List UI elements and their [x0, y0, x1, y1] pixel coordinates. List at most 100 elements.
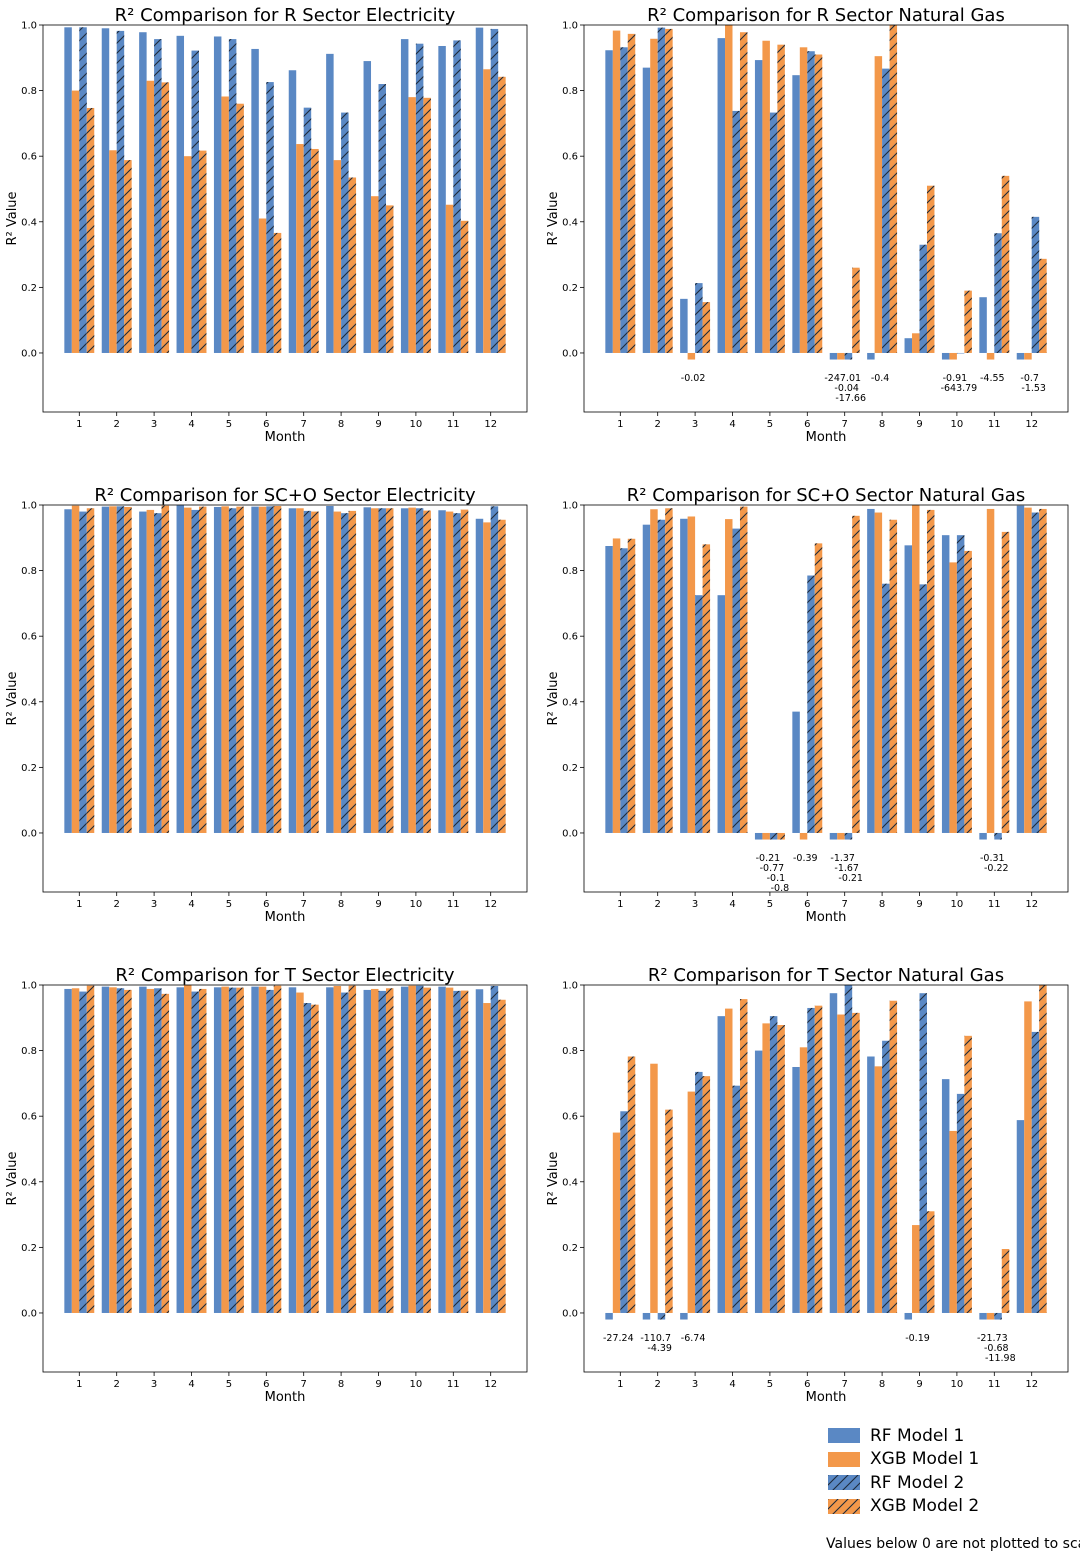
bar — [829, 352, 838, 360]
bar — [109, 506, 117, 833]
x-axis-label: Month — [265, 430, 306, 445]
y-tick-label: 0.0 — [21, 348, 37, 359]
x-tick-label: 3 — [692, 419, 698, 430]
x-tick-label: 6 — [263, 419, 269, 430]
bar — [612, 1132, 621, 1313]
bar-hatch — [882, 1040, 890, 1313]
bar — [799, 1047, 808, 1313]
bar-hatch — [852, 1012, 860, 1313]
bar-hatch — [1001, 531, 1010, 833]
x-tick-label: 12 — [1025, 419, 1038, 430]
bar — [680, 1312, 688, 1320]
bar — [438, 510, 446, 833]
x-tick-label: 9 — [375, 899, 381, 910]
bar-hatch — [124, 989, 132, 1313]
x-tick-label: 2 — [114, 1379, 120, 1390]
x-tick-label: 5 — [226, 899, 232, 910]
y-tick-label: 0.8 — [562, 1046, 578, 1057]
bar — [725, 1008, 733, 1313]
x-tick-label: 9 — [375, 1379, 381, 1390]
bar — [333, 511, 342, 833]
bar-hatch — [79, 27, 87, 353]
bar-hatch — [919, 993, 927, 1313]
data-label: -247.01 — [824, 373, 861, 384]
y-tick-label: 0.6 — [562, 1112, 578, 1123]
y-tick-label: 0.8 — [21, 86, 37, 97]
bar-hatch — [79, 991, 87, 1313]
y-tick-label: 0.8 — [562, 86, 578, 97]
x-tick-label: 5 — [767, 419, 773, 430]
data-label: -0.21 — [838, 873, 863, 884]
y-axis-label: R² Value — [5, 671, 20, 725]
bar-hatch — [415, 985, 424, 1313]
bar-hatch — [1031, 216, 1040, 353]
bar-hatch — [273, 232, 282, 353]
data-label: -0.39 — [793, 853, 818, 864]
x-tick-label: 8 — [338, 1379, 344, 1390]
x-tick-label: 12 — [1025, 1379, 1038, 1390]
x-tick-label: 8 — [879, 419, 885, 430]
bar-hatch — [460, 990, 469, 1313]
x-tick-label: 1 — [76, 899, 82, 910]
data-label: -0.02 — [681, 373, 706, 384]
bar-hatch — [498, 999, 506, 1313]
bar — [650, 38, 658, 353]
bar-hatch — [657, 1312, 666, 1320]
bar — [251, 48, 259, 353]
legend-swatch-hatch — [828, 1475, 860, 1491]
x-tick-label: 10 — [951, 899, 964, 910]
bar — [139, 986, 147, 1313]
bar-hatch — [807, 575, 815, 833]
y-tick-label: 0.0 — [21, 828, 37, 839]
bar-hatch — [844, 832, 853, 840]
legend-swatch-fill — [828, 1451, 860, 1467]
x-tick-label: 6 — [263, 899, 269, 910]
data-label: -27.24 — [603, 1333, 634, 1344]
bar-hatch — [341, 112, 349, 353]
bar-hatch — [490, 28, 499, 353]
bar — [213, 987, 222, 1313]
chart-panel-4: -0.21-0.77-0.1-0.8-0.39 -1.37-1.67-0.21-0… — [546, 485, 1069, 925]
y-tick-label: 0.0 — [562, 348, 578, 359]
bar-hatch — [191, 50, 199, 353]
bar — [829, 993, 838, 1313]
bar-hatch — [814, 1005, 823, 1313]
x-tick-label: 3 — [692, 1379, 698, 1390]
data-label: -1.37 — [830, 853, 855, 864]
y-tick-label: 0.4 — [21, 697, 37, 708]
bar-hatch — [124, 160, 132, 353]
y-tick-label: 1.0 — [21, 21, 37, 32]
bar-hatch — [919, 584, 927, 833]
x-tick-label: 8 — [879, 1379, 885, 1390]
bar — [949, 352, 957, 360]
bar-hatch — [882, 583, 890, 833]
y-tick-label: 1.0 — [21, 501, 37, 512]
chart-title: R² Comparison for SC+O Sector Electricit… — [94, 485, 476, 506]
x-axis-label: Month — [806, 910, 847, 925]
bar-hatch — [79, 511, 87, 833]
x-tick-label: 10 — [410, 419, 423, 430]
axes-frame — [42, 504, 528, 893]
bar-hatch — [852, 515, 860, 833]
bar-hatch — [926, 185, 935, 353]
x-tick-label: 1 — [617, 1379, 623, 1390]
x-tick-label: 1 — [76, 419, 82, 430]
bar-hatch — [385, 205, 394, 353]
x-tick-label: 10 — [951, 1379, 964, 1390]
x-tick-label: 11 — [447, 899, 460, 910]
bar-hatch — [228, 987, 237, 1313]
y-axis-label: R² Value — [546, 191, 561, 245]
x-tick-label: 2 — [655, 419, 661, 430]
bar — [1016, 505, 1025, 833]
x-tick-label: 11 — [447, 419, 460, 430]
bar — [867, 1056, 875, 1313]
bar-hatch — [695, 595, 703, 833]
bar-hatch — [453, 990, 461, 1313]
x-tick-label: 12 — [484, 419, 497, 430]
bar — [251, 506, 259, 833]
y-tick-label: 0.8 — [21, 1046, 37, 1057]
bar — [475, 518, 484, 833]
x-tick-label: 1 — [76, 1379, 82, 1390]
